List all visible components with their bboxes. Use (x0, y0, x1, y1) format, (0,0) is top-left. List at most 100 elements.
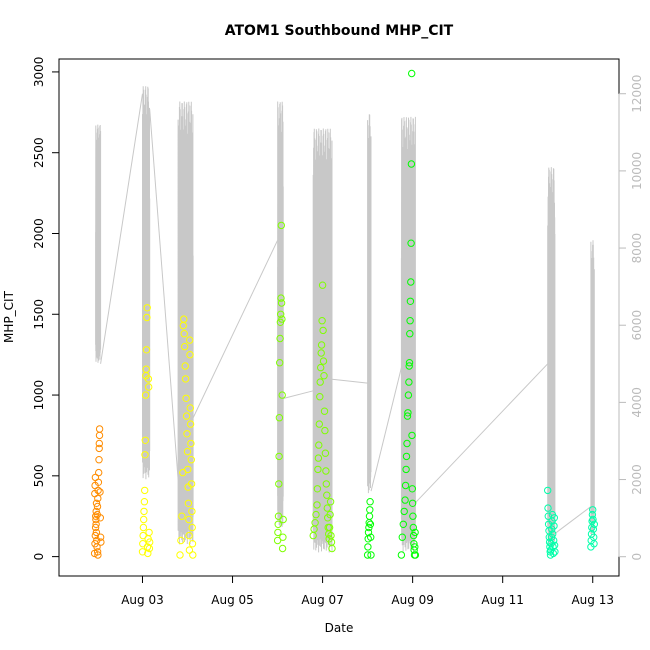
trace-connector (192, 240, 279, 419)
data-point (277, 221, 285, 230)
data-point (313, 485, 322, 493)
data-point (322, 480, 330, 488)
trace-connector (370, 367, 402, 492)
data-point (141, 391, 150, 399)
data-point (323, 504, 331, 512)
data-point (404, 391, 413, 399)
data-point (186, 336, 194, 344)
data-point (141, 436, 150, 444)
data-point (402, 465, 410, 474)
data-point (364, 528, 373, 537)
y-right-tick-label: 12000 (630, 75, 644, 113)
data-point (94, 551, 102, 559)
data-point (408, 485, 416, 493)
data-point (549, 549, 557, 558)
data-point (92, 512, 100, 520)
data-point (274, 520, 282, 528)
data-point (314, 454, 323, 462)
data-point (367, 533, 375, 541)
data-point (178, 512, 186, 520)
x-tick-label: Aug 03 (121, 593, 164, 607)
trace-spike-group (547, 167, 556, 547)
data-point (551, 548, 559, 556)
data-point (188, 507, 196, 516)
y-left-tick-label: 500 (32, 464, 46, 487)
scatter-points (90, 69, 598, 559)
trace-connector (149, 109, 179, 480)
data-point (185, 531, 193, 540)
data-point (315, 441, 323, 449)
data-point (326, 498, 335, 506)
data-point (96, 488, 104, 496)
data-point (321, 426, 329, 435)
data-point (314, 465, 322, 474)
data-point (145, 528, 153, 537)
data-point (274, 528, 282, 537)
x-tick-label: Aug 11 (481, 593, 524, 607)
data-point (399, 520, 407, 528)
data-point (95, 444, 103, 453)
data-point (143, 313, 151, 322)
y-left-tick-label: 0 (32, 553, 46, 561)
x-tick-label: Aug 05 (211, 593, 254, 607)
data-point (143, 304, 151, 312)
data-point (186, 404, 195, 412)
data-point (401, 481, 410, 490)
data-point (326, 510, 334, 519)
trace-spike-group (142, 86, 151, 480)
data-point (97, 538, 105, 546)
y-right-tick-label: 4000 (630, 387, 644, 418)
data-point (406, 297, 415, 305)
data-point (406, 330, 414, 338)
data-point (140, 515, 148, 524)
data-point (93, 502, 102, 511)
x-tick-label: Aug 13 (571, 593, 614, 607)
data-point (278, 315, 286, 323)
data-point (398, 533, 406, 541)
data-point (94, 478, 103, 486)
data-point (144, 375, 153, 383)
data-point (322, 467, 330, 475)
data-point (409, 512, 417, 520)
data-point (320, 372, 328, 380)
data-point (187, 456, 196, 464)
data-point (318, 317, 326, 325)
data-point (180, 330, 188, 338)
data-point (95, 456, 103, 464)
data-point (94, 486, 102, 495)
data-point (188, 540, 197, 548)
data-point (411, 551, 420, 559)
data-point (544, 504, 552, 512)
data-point (403, 439, 411, 448)
data-point (92, 520, 100, 528)
data-point (95, 439, 104, 448)
chart-title: ATOM1 Southbound MHP_CIT (225, 23, 454, 39)
data-point (185, 515, 193, 524)
y-left-tick-label: 1500 (32, 299, 46, 330)
data-point (364, 543, 372, 551)
trace-spike-group (590, 240, 595, 536)
x-tick-label: Aug 07 (301, 593, 344, 607)
data-point (407, 239, 415, 247)
data-point (544, 486, 552, 495)
data-point (141, 451, 149, 459)
data-point (589, 525, 598, 533)
data-point (407, 160, 416, 168)
data-point (145, 383, 153, 391)
trace-spike-group (95, 124, 102, 363)
data-point (146, 538, 154, 546)
data-point (95, 468, 103, 477)
data-point (92, 515, 100, 524)
y-right-tick-label: 10000 (630, 152, 644, 190)
data-point (184, 465, 192, 474)
data-point (188, 523, 196, 532)
y-left-tick-label: 1000 (32, 380, 46, 411)
data-point (187, 480, 196, 488)
data-point (95, 431, 104, 440)
data-point (405, 359, 414, 367)
data-point (139, 523, 148, 532)
data-point (550, 536, 558, 545)
trace-spike-group (312, 128, 333, 553)
data-point (278, 391, 286, 399)
data-point (316, 393, 324, 401)
